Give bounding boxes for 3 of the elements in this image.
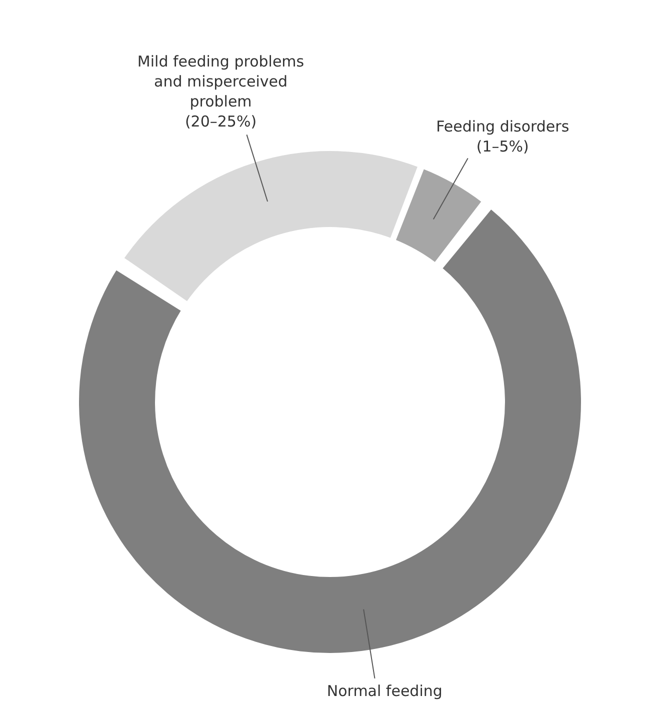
slice-label: Normal feeding [326,682,442,700]
slice-label: Mild feeding problems and misperceived problem (20–25%) [137,52,304,131]
slice-label: Feeding disorders (1–5%) [436,117,570,156]
